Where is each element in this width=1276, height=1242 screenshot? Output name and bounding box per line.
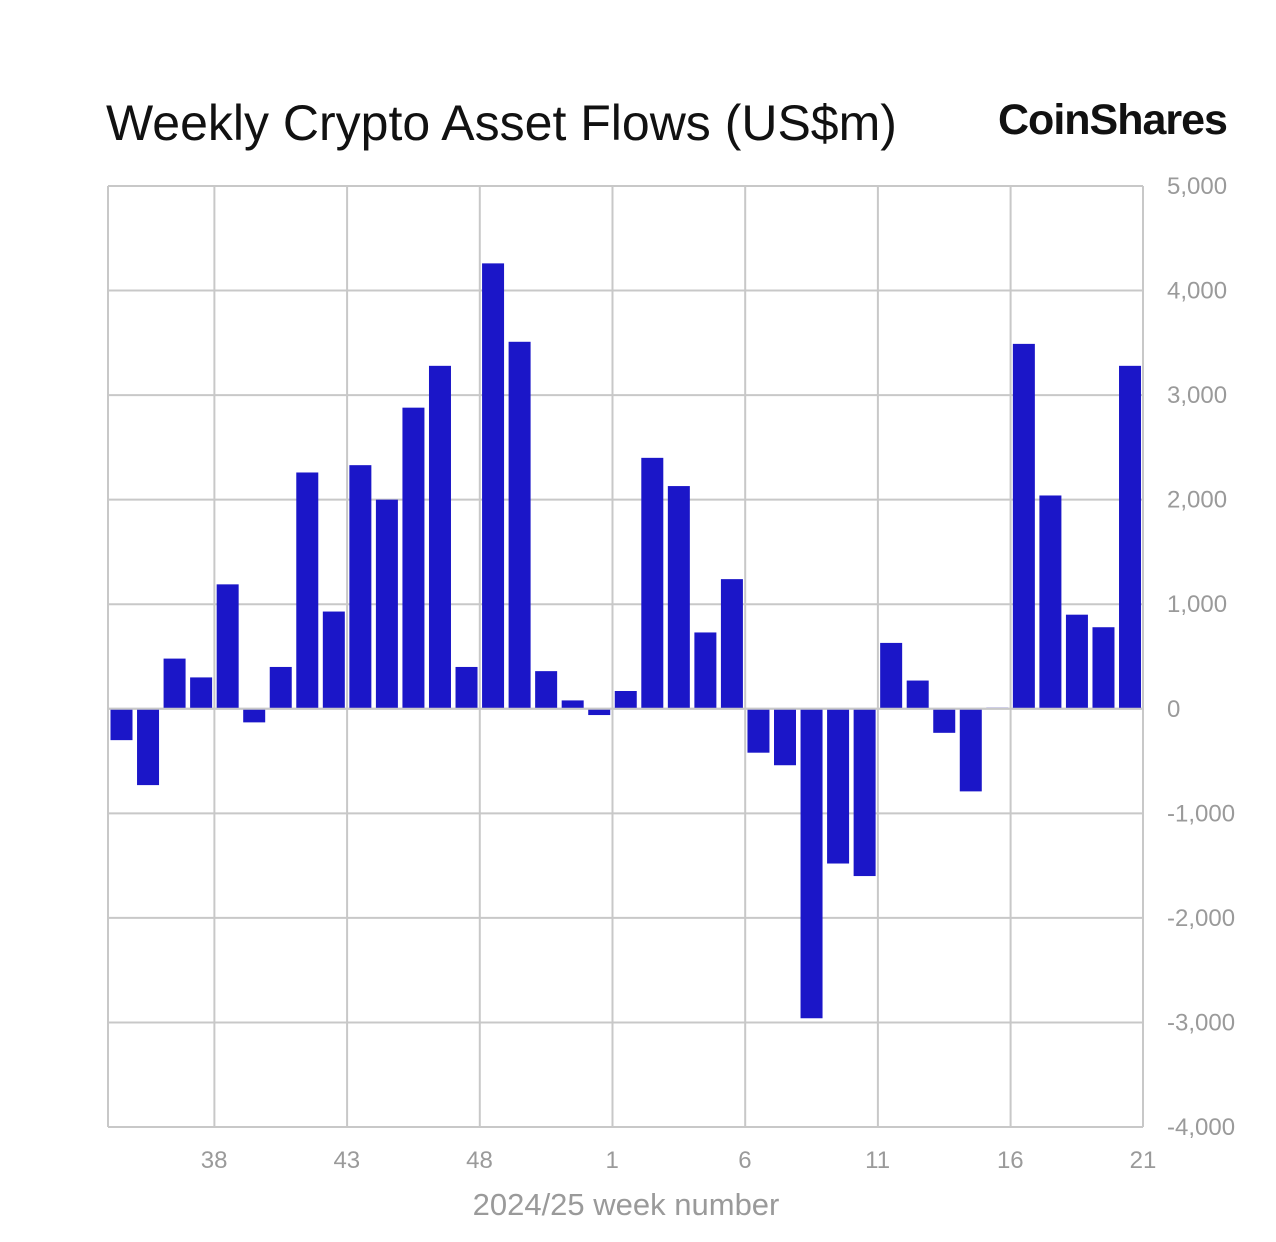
y-tick-label: -3,000 [1167, 1009, 1235, 1036]
bar-week-13 [906, 680, 929, 709]
x-tick-label: 6 [738, 1147, 751, 1174]
bar-week-11 [853, 708, 876, 877]
bar-week-18 [1039, 495, 1062, 709]
bar-week-46 [402, 407, 425, 709]
y-tick-label: -4,000 [1167, 1114, 1235, 1141]
x-tick-label: 43 [333, 1147, 360, 1174]
bar-week-40 [243, 708, 266, 723]
bar-week-10 [827, 708, 850, 864]
bar-week-8 [774, 708, 796, 766]
bar-week-49 [482, 263, 505, 709]
chart-title: Weekly Crypto Asset Flows (US$m) [106, 95, 897, 151]
bar-week-4 [667, 486, 690, 709]
bar-week-15 [959, 708, 982, 792]
bar-week-39 [216, 584, 239, 709]
y-tick-label: -1,000 [1167, 800, 1235, 827]
x-axis-label: 2024/25 week number [473, 1187, 780, 1222]
x-tick-label: 38 [201, 1147, 228, 1174]
tick-labels: 5,000 4,000 3,000 2,000 1,000 0 -1,000 -2,000 -3… [201, 173, 1235, 1222]
bar-week-51 [535, 671, 558, 709]
bar-week-42 [296, 472, 319, 709]
bar-week-41 [269, 666, 292, 709]
y-tick-label: 1,000 [1167, 591, 1227, 618]
y-tick-label: 2,000 [1167, 487, 1227, 514]
bar-week-5 [694, 632, 717, 709]
bar-week-2 [614, 691, 637, 709]
bar-week-48 [455, 666, 478, 709]
bar-week-47 [428, 365, 451, 709]
bar-week-36 [137, 708, 160, 786]
y-tick-label: 4,000 [1167, 278, 1227, 305]
bar-week-43 [322, 611, 345, 709]
bar-week-52 [561, 700, 584, 709]
bar-week-7 [747, 708, 770, 753]
bar-week-12 [880, 642, 903, 709]
x-tick-label: 11 [865, 1147, 890, 1174]
x-tick-label: 21 [1130, 1147, 1157, 1174]
bar-week-35 [110, 708, 133, 741]
y-tick-label: 3,000 [1167, 382, 1227, 409]
grid-lines [108, 185, 1143, 1128]
bar-week-21 [1119, 365, 1142, 709]
bar-week-1 [588, 708, 611, 716]
bar-week-38 [190, 677, 213, 709]
bar-week-17 [1012, 343, 1035, 709]
y-tick-label: 5,000 [1167, 173, 1227, 200]
x-tick-label: 48 [466, 1147, 493, 1174]
axes [107, 186, 1144, 1127]
bar-week-6 [720, 579, 743, 709]
x-tick-label: 1 [606, 1147, 619, 1174]
bars [110, 263, 1142, 1019]
bar-week-20 [1092, 627, 1115, 709]
bar-week-37 [163, 658, 186, 709]
y-tick-label: -2,000 [1167, 905, 1235, 932]
bar-week-45 [375, 499, 398, 709]
bar-week-14 [933, 708, 956, 733]
bar-week-3 [641, 457, 664, 709]
coinshares-logo: CoinShares [998, 96, 1228, 144]
bar-week-44 [349, 465, 372, 709]
bar-week-19 [1065, 614, 1088, 709]
y-tick-label: 0 [1167, 696, 1180, 723]
x-tick-label: 16 [997, 1147, 1024, 1174]
bar-week-9 [800, 708, 823, 1019]
bar-week-50 [508, 341, 531, 709]
